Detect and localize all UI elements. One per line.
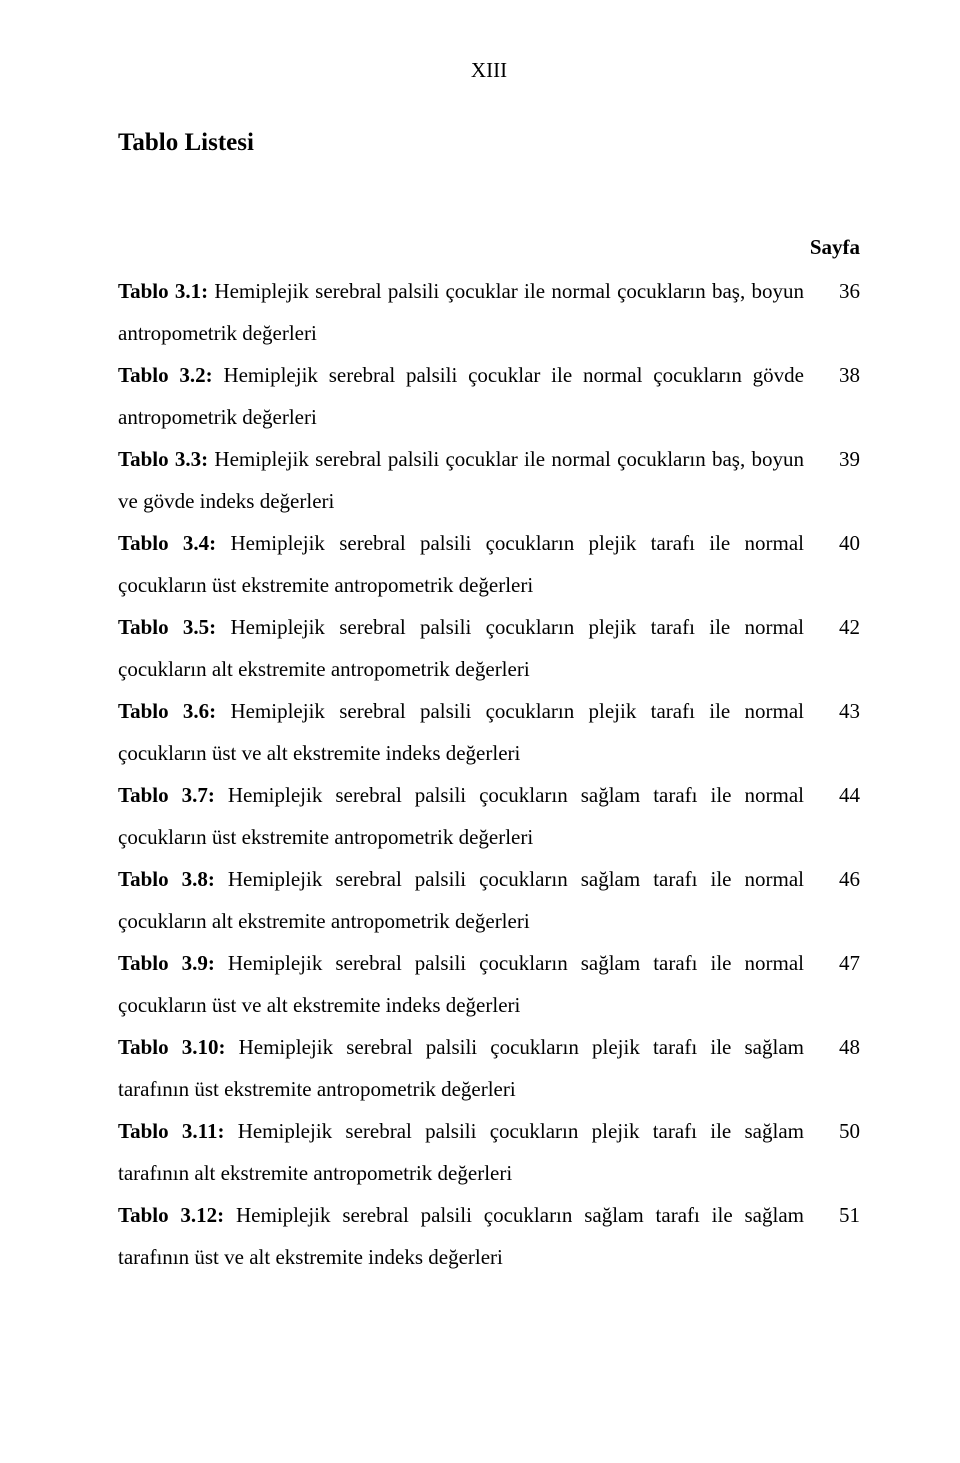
toc-entry-description: Hemiplejik serebral palsili çocuklar ile…	[118, 279, 804, 345]
toc-entry-page: 46	[804, 858, 860, 900]
toc-entry: Tablo 3.11: Hemiplejik serebral palsili …	[118, 1110, 860, 1194]
toc-entry-text: Tablo 3.5: Hemiplejik serebral palsili ç…	[118, 606, 804, 690]
toc-entry-text: Tablo 3.3: Hemiplejik serebral palsili ç…	[118, 438, 804, 522]
toc-entry-text: Tablo 3.9: Hemiplejik serebral palsili ç…	[118, 942, 804, 1026]
toc-entry-page: 43	[804, 690, 860, 732]
toc-entry-text: Tablo 3.11: Hemiplejik serebral palsili …	[118, 1110, 804, 1194]
toc-entry-label: Tablo 3.2:	[118, 363, 213, 387]
toc-entry-page: 50	[804, 1110, 860, 1152]
toc-entry: Tablo 3.10: Hemiplejik serebral palsili …	[118, 1026, 860, 1110]
toc-entry: Tablo 3.3: Hemiplejik serebral palsili ç…	[118, 438, 860, 522]
toc-entry-description: Hemiplejik serebral palsili çocukların s…	[118, 783, 804, 849]
toc-entry-label: Tablo 3.11:	[118, 1119, 224, 1143]
toc-entry-text: Tablo 3.4: Hemiplejik serebral palsili ç…	[118, 522, 804, 606]
toc-entry-label: Tablo 3.9:	[118, 951, 215, 975]
toc-entry-page: 38	[804, 354, 860, 396]
toc-entry-page: 48	[804, 1026, 860, 1068]
toc-entry-description: Hemiplejik serebral palsili çocuklar ile…	[118, 363, 804, 429]
toc-entry-page: 47	[804, 942, 860, 984]
column-header: Sayfa	[118, 235, 860, 260]
toc-entry: Tablo 3.6: Hemiplejik serebral palsili ç…	[118, 690, 860, 774]
toc-entry-label: Tablo 3.6:	[118, 699, 216, 723]
toc-entry-text: Tablo 3.7: Hemiplejik serebral palsili ç…	[118, 774, 804, 858]
toc-entry-text: Tablo 3.8: Hemiplejik serebral palsili ç…	[118, 858, 804, 942]
toc-entry-text: Tablo 3.1: Hemiplejik serebral palsili ç…	[118, 270, 804, 354]
toc-entry: Tablo 3.5: Hemiplejik serebral palsili ç…	[118, 606, 860, 690]
toc-entry-label: Tablo 3.12:	[118, 1203, 224, 1227]
page-number-header: XIII	[118, 58, 860, 83]
toc-entry-text: Tablo 3.2: Hemiplejik serebral palsili ç…	[118, 354, 804, 438]
toc-entry-description: Hemiplejik serebral palsili çocukların p…	[118, 699, 804, 765]
toc-entry-page: 42	[804, 606, 860, 648]
toc-entry-page: 39	[804, 438, 860, 480]
toc-entry-label: Tablo 3.1:	[118, 279, 208, 303]
toc-entry-description: Hemiplejik serebral palsili çocuklar ile…	[118, 447, 804, 513]
toc-entry-label: Tablo 3.4:	[118, 531, 216, 555]
toc-entry-label: Tablo 3.8:	[118, 867, 215, 891]
toc-entry-text: Tablo 3.10: Hemiplejik serebral palsili …	[118, 1026, 804, 1110]
toc-entry: Tablo 3.7: Hemiplejik serebral palsili ç…	[118, 774, 860, 858]
document-page: XIII Tablo Listesi Sayfa Tablo 3.1: Hemi…	[0, 0, 960, 1463]
toc-entry-label: Tablo 3.7:	[118, 783, 215, 807]
section-title: Tablo Listesi	[118, 129, 860, 157]
toc-entry-label: Tablo 3.10:	[118, 1035, 225, 1059]
toc-entries: Tablo 3.1: Hemiplejik serebral palsili ç…	[118, 270, 860, 1278]
toc-entry-page: 44	[804, 774, 860, 816]
toc-entry: Tablo 3.2: Hemiplejik serebral palsili ç…	[118, 354, 860, 438]
toc-entry: Tablo 3.9: Hemiplejik serebral palsili ç…	[118, 942, 860, 1026]
toc-entry: Tablo 3.1: Hemiplejik serebral palsili ç…	[118, 270, 860, 354]
toc-entry-description: Hemiplejik serebral palsili çocukların p…	[118, 615, 804, 681]
toc-entry-page: 36	[804, 270, 860, 312]
toc-entry-text: Tablo 3.12: Hemiplejik serebral palsili …	[118, 1194, 804, 1278]
toc-entry-text: Tablo 3.6: Hemiplejik serebral palsili ç…	[118, 690, 804, 774]
toc-entry-label: Tablo 3.3:	[118, 447, 208, 471]
toc-entry-page: 40	[804, 522, 860, 564]
toc-entry-page: 51	[804, 1194, 860, 1236]
toc-entry-description: Hemiplejik serebral palsili çocukların s…	[118, 867, 804, 933]
toc-entry-label: Tablo 3.5:	[118, 615, 216, 639]
toc-entry: Tablo 3.8: Hemiplejik serebral palsili ç…	[118, 858, 860, 942]
toc-entry-description: Hemiplejik serebral palsili çocukların s…	[118, 951, 804, 1017]
toc-entry-description: Hemiplejik serebral palsili çocukların p…	[118, 531, 804, 597]
toc-entry: Tablo 3.4: Hemiplejik serebral palsili ç…	[118, 522, 860, 606]
toc-entry: Tablo 3.12: Hemiplejik serebral palsili …	[118, 1194, 860, 1278]
